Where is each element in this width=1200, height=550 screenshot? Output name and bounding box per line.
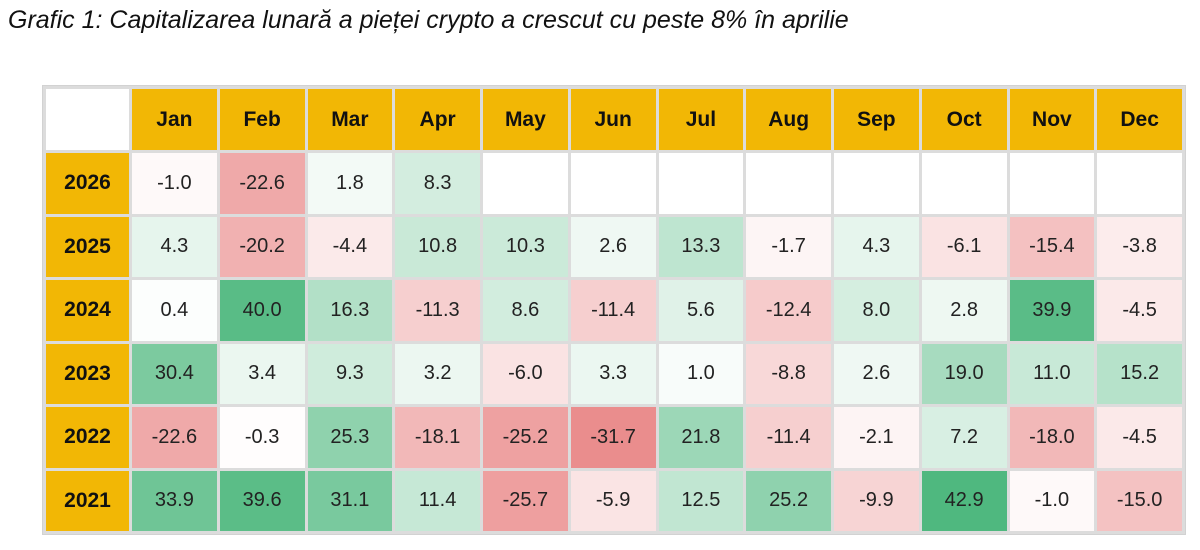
heatmap-cell-2022-apr: -18.1 <box>395 407 480 468</box>
heatmap-table: Jan Feb Mar Apr May Jun Jul Aug Sep Oct Nov Dec 2026… <box>43 86 1185 534</box>
heatmap-cell-2026-aug <box>746 153 831 214</box>
heatmap-cell-2024-jan: 0.4 <box>132 280 217 341</box>
month-header-apr: Apr <box>395 89 480 150</box>
heatmap-cell-2025-jun: 2.6 <box>570 216 656 277</box>
heatmap-cell-2021-nov: -1.0 <box>1009 470 1095 531</box>
heatmap-cell-2024-may: 8.6 <box>483 280 568 341</box>
heatmap-cell-2024-mar: 16.3 <box>307 280 393 341</box>
heatmap-cell-2023-dec: 15.2 <box>1097 343 1182 404</box>
heatmap-cell-2022-jun: -31.7 <box>570 407 656 468</box>
heatmap-cell-2022-sep: -2.1 <box>834 407 919 468</box>
heatmap-cell-2023-may: -6.0 <box>483 343 568 404</box>
heatmap-cell-2023-oct: 19.0 <box>921 343 1007 404</box>
heatmap-cell-2026-jan: -1.0 <box>132 153 217 214</box>
year-label-2026: 2026 <box>46 153 129 214</box>
heatmap-cell-2022-dec: -4.5 <box>1097 407 1182 468</box>
month-header-dec: Dec <box>1097 89 1182 150</box>
heatmap-cell-2026-dec <box>1097 153 1182 214</box>
heatmap-cell-2023-jul: 1.0 <box>658 343 744 404</box>
heatmap-cell-2024-sep: 8.0 <box>834 280 919 341</box>
heatmap-cell-2021-jun: -5.9 <box>570 470 656 531</box>
heatmap-cell-2026-mar: 1.8 <box>307 153 393 214</box>
month-header-nov: Nov <box>1009 89 1095 150</box>
year-label-2024: 2024 <box>46 280 129 341</box>
heatmap-cell-2025-sep: 4.3 <box>834 216 919 277</box>
heatmap-cell-2022-jan: -22.6 <box>132 407 217 468</box>
heatmap-cell-2026-jun <box>570 153 656 214</box>
heatmap-cell-2025-dec: -3.8 <box>1097 216 1182 277</box>
month-header-feb: Feb <box>219 89 305 150</box>
heatmap-cell-2024-oct: 2.8 <box>921 280 1007 341</box>
heatmap-cell-2024-feb: 40.0 <box>219 280 305 341</box>
heatmap-cell-2025-apr: 10.8 <box>395 216 480 277</box>
year-label-2023: 2023 <box>46 343 129 404</box>
heatmap-cell-2021-feb: 39.6 <box>219 470 305 531</box>
heatmap-cell-2022-jul: 21.8 <box>658 407 744 468</box>
month-header-mar: Mar <box>307 89 393 150</box>
year-label-2025: 2025 <box>46 216 129 277</box>
heatmap-cell-2022-may: -25.2 <box>483 407 568 468</box>
chart-title: Grafic 1: Capitalizarea lunară a pieței … <box>8 6 849 34</box>
heatmap-cell-2026-apr: 8.3 <box>395 153 480 214</box>
heatmap-cell-2022-nov: -18.0 <box>1009 407 1095 468</box>
heatmap-cell-2025-jan: 4.3 <box>132 216 217 277</box>
heatmap-cell-2023-feb: 3.4 <box>219 343 305 404</box>
heatmap-cell-2026-feb: -22.6 <box>219 153 305 214</box>
heatmap-cell-2023-aug: -8.8 <box>746 343 831 404</box>
heatmap-cell-2024-nov: 39.9 <box>1009 280 1095 341</box>
heatmap-cell-2023-mar: 9.3 <box>307 343 393 404</box>
heatmap-cell-2025-aug: -1.7 <box>746 216 831 277</box>
heatmap-cell-2025-oct: -6.1 <box>921 216 1007 277</box>
month-header-jan: Jan <box>132 89 217 150</box>
heatmap-cell-2021-sep: -9.9 <box>834 470 919 531</box>
heatmap-cell-2021-may: -25.7 <box>483 470 568 531</box>
month-header-sep: Sep <box>834 89 919 150</box>
heatmap-cell-2022-oct: 7.2 <box>921 407 1007 468</box>
heatmap-cell-2021-jan: 33.9 <box>132 470 217 531</box>
heatmap-cell-2024-apr: -11.3 <box>395 280 480 341</box>
heatmap-cell-2025-nov: -15.4 <box>1009 216 1095 277</box>
heatmap-cell-2021-oct: 42.9 <box>921 470 1007 531</box>
heatmap-cell-2024-jun: -11.4 <box>570 280 656 341</box>
year-label-2022: 2022 <box>46 407 129 468</box>
heatmap-cell-2023-sep: 2.6 <box>834 343 919 404</box>
month-header-may: May <box>483 89 568 150</box>
heatmap-cell-2021-aug: 25.2 <box>746 470 831 531</box>
heatmap-cell-2021-mar: 31.1 <box>307 470 393 531</box>
heatmap-cell-2022-aug: -11.4 <box>746 407 831 468</box>
heatmap-cell-2021-dec: -15.0 <box>1097 470 1182 531</box>
heatmap-cell-2022-mar: 25.3 <box>307 407 393 468</box>
heatmap-cell-2024-dec: -4.5 <box>1097 280 1182 341</box>
heatmap-cell-2025-feb: -20.2 <box>219 216 305 277</box>
month-header-jul: Jul <box>658 89 744 150</box>
heatmap-cell-2023-jun: 3.3 <box>570 343 656 404</box>
corner-cell <box>46 89 129 150</box>
month-header-aug: Aug <box>746 89 831 150</box>
heatmap-cell-2026-may <box>483 153 568 214</box>
heatmap-cell-2021-jul: 12.5 <box>658 470 744 531</box>
heatmap-cell-2021-apr: 11.4 <box>395 470 480 531</box>
heatmap-cell-2023-apr: 3.2 <box>395 343 480 404</box>
heatmap-cell-2025-jul: 13.3 <box>658 216 744 277</box>
heatmap-cell-2025-mar: -4.4 <box>307 216 393 277</box>
heatmap-cell-2026-oct <box>921 153 1007 214</box>
heatmap-cell-2026-sep <box>834 153 919 214</box>
month-header-jun: Jun <box>570 89 656 150</box>
heatmap-cell-2024-jul: 5.6 <box>658 280 744 341</box>
month-header-oct: Oct <box>921 89 1007 150</box>
heatmap-cell-2025-may: 10.3 <box>483 216 568 277</box>
heatmap-cell-2026-jul <box>658 153 744 214</box>
heatmap-cell-2023-nov: 11.0 <box>1009 343 1095 404</box>
heatmap-cell-2023-jan: 30.4 <box>132 343 217 404</box>
heatmap-cell-2026-nov <box>1009 153 1095 214</box>
heatmap-cell-2024-aug: -12.4 <box>746 280 831 341</box>
year-label-2021: 2021 <box>46 470 129 531</box>
heatmap-cell-2022-feb: -0.3 <box>219 407 305 468</box>
